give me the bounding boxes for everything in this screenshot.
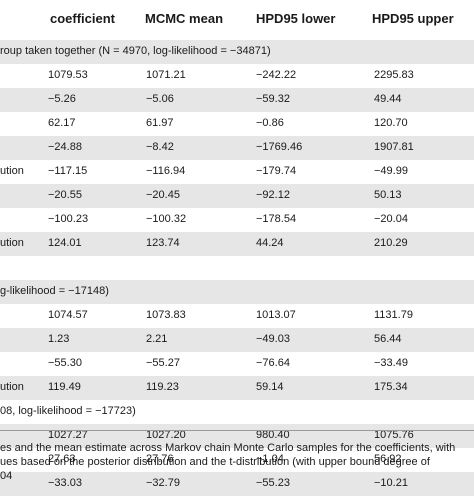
cell-coef: −55.30 <box>48 357 82 369</box>
table-row: −24.88 −8.42 −1769.46 1907.81 <box>0 136 474 160</box>
cell-mcmc: −116.94 <box>146 165 186 177</box>
cell-lower: −76.64 <box>256 357 290 369</box>
cell-coef: −20.55 <box>48 189 82 201</box>
table-row: −55.30 −55.27 −76.64 −33.49 <box>0 352 474 376</box>
table-row: 1027.27 1027.20 980.40 1075.76 <box>0 424 474 448</box>
header-hpd95-lower: HPD95 lower <box>256 11 336 26</box>
caption-line: 04 <box>0 470 13 482</box>
row-label: ution <box>0 165 24 177</box>
table-row: 1.23 2.21 −49.03 56.44 <box>0 328 474 352</box>
cell-mcmc: 1073.83 <box>146 309 186 321</box>
cell-lower: 980.40 <box>256 429 290 441</box>
caption-line: ues based on the posterior distribution … <box>0 456 430 468</box>
table-row: 62.17 61.97 −0.86 120.70 <box>0 112 474 136</box>
table-row: −20.55 −20.45 −92.12 50.13 <box>0 184 474 208</box>
table-row: ution −117.15 −116.94 −179.74 −49.99 <box>0 160 474 184</box>
cell-upper: 2295.83 <box>374 69 414 81</box>
cell-upper: 1131.79 <box>374 309 413 321</box>
cell-mcmc: −100.32 <box>146 213 187 225</box>
cell-upper: 1075.76 <box>374 429 414 441</box>
table-row: ution 124.01 123.74 44.24 210.29 <box>0 232 474 256</box>
table-row: 27.63 27.76 −1.04 56.92 <box>0 448 474 472</box>
cell-lower: −59.32 <box>256 93 290 105</box>
header-hpd95-upper: HPD95 upper <box>372 11 454 26</box>
cell-coef: 1074.57 <box>48 309 88 321</box>
row-label: g-likelihood = −17148) <box>0 285 109 297</box>
cell-mcmc: 2.21 <box>146 333 168 345</box>
cell-upper: −49.99 <box>374 165 408 177</box>
cell-coef: −100.23 <box>48 213 89 225</box>
cell-mcmc: −55.27 <box>146 357 180 369</box>
cell-lower: −242.22 <box>256 69 297 81</box>
cell-upper: 56.44 <box>374 333 402 345</box>
cell-lower: −1769.46 <box>256 141 303 153</box>
cell-mcmc: −20.45 <box>146 189 180 201</box>
group-header-row <box>0 256 474 280</box>
cell-lower: 44.24 <box>256 237 284 249</box>
cell-coef: 119.49 <box>48 381 81 393</box>
cell-coef: 1079.53 <box>48 69 88 81</box>
group-header-row: g-likelihood = −17148) <box>0 280 474 304</box>
cell-mcmc: 1071.21 <box>146 69 186 81</box>
cell-lower: −178.54 <box>256 213 297 225</box>
cell-mcmc: 123.74 <box>146 237 180 249</box>
cell-mcmc: −8.42 <box>146 141 174 153</box>
cell-mcmc: 119.23 <box>146 381 179 393</box>
table-bottom-rule <box>0 430 474 431</box>
cell-mcmc: 61.97 <box>146 117 174 129</box>
caption-line: es and the mean estimate across Markov c… <box>0 442 456 454</box>
cell-upper: −20.04 <box>374 213 408 225</box>
cell-upper: 49.44 <box>374 93 402 105</box>
table-row: −100.23 −100.32 −178.54 −20.04 <box>0 208 474 232</box>
cell-coef: 62.17 <box>48 117 76 129</box>
cell-coef: 124.01 <box>48 237 82 249</box>
table-row: 1074.57 1073.83 1013.07 1131.79 <box>0 304 474 328</box>
cell-coef: 1027.27 <box>48 429 88 441</box>
cell-lower: −49.03 <box>256 333 290 345</box>
row-label: ution <box>0 237 24 249</box>
cell-lower: −92.12 <box>256 189 290 201</box>
cell-upper: 120.70 <box>374 117 408 129</box>
cell-upper: 50.13 <box>374 189 402 201</box>
cell-lower: −179.74 <box>256 165 297 177</box>
row-label: roup taken together (N = 4970, log-likel… <box>0 45 271 57</box>
cell-upper: −33.49 <box>374 357 408 369</box>
cell-mcmc: 27.76 <box>146 453 174 465</box>
cell-lower: −0.86 <box>256 117 284 129</box>
row-label: 08, log-likelihood = −17723) <box>0 405 136 417</box>
cell-coef: −24.88 <box>48 141 82 153</box>
cell-upper: 56.92 <box>374 453 402 465</box>
header-coefficient: coefficient <box>50 11 116 26</box>
row-label: ution <box>0 381 24 393</box>
cell-coef: −5.26 <box>48 93 76 105</box>
cell-coef: 27.63 <box>48 453 76 465</box>
cell-upper: 210.29 <box>374 237 408 249</box>
table-row: −5.26 −5.06 −59.32 49.44 <box>0 88 474 112</box>
cell-lower: 1013.07 <box>256 309 296 321</box>
table-caption: es and the mean estimate across Markov c… <box>0 441 474 483</box>
group-header-row: roup taken together (N = 4970, log-likel… <box>0 40 474 64</box>
cell-upper: 175.34 <box>374 381 408 393</box>
group-header-row: 08, log-likelihood = −17723) <box>0 400 474 424</box>
cell-upper: 1907.81 <box>374 141 414 153</box>
table-row: ution 119.49 119.23 59.14 175.34 <box>0 376 474 400</box>
cell-mcmc: −5.06 <box>146 93 174 105</box>
cell-lower: 59.14 <box>256 381 284 393</box>
table-row: 1079.53 1071.21 −242.22 2295.83 <box>0 64 474 88</box>
cell-coef: 1.23 <box>48 333 70 345</box>
header-mcmc-mean: MCMC mean <box>145 11 224 26</box>
cell-coef: −117.15 <box>48 165 88 177</box>
cell-lower: −1.04 <box>256 453 284 465</box>
cell-mcmc: 1027.20 <box>146 429 186 441</box>
table-header: coefficient MCMC mean HPD95 lower HPD95 … <box>0 0 474 41</box>
